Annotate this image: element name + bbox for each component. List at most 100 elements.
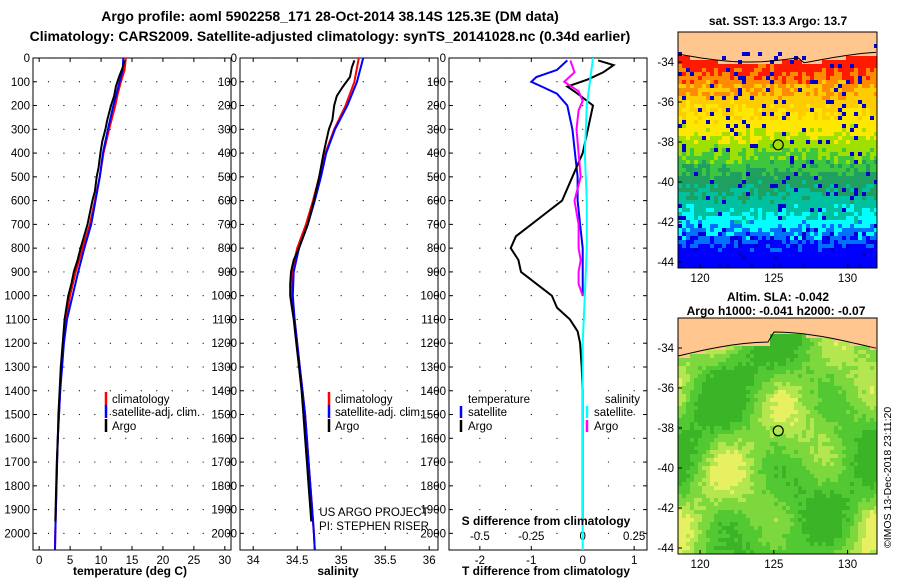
sst-cell: [754, 216, 758, 220]
sst-cell: [858, 100, 862, 104]
sst-cell: [842, 88, 846, 92]
sst-cell: [782, 80, 786, 84]
sla-cell: [706, 402, 710, 406]
sst-cell: [858, 240, 862, 244]
sst-cell: [770, 204, 774, 208]
sst-cell: [806, 232, 810, 236]
sst-cell: [742, 212, 746, 216]
grid-dot: [428, 176, 430, 178]
grid-dot: [274, 366, 276, 368]
sst-cell: [842, 180, 846, 184]
sst-cell: [718, 156, 722, 160]
sst-cell: [770, 68, 774, 72]
grid-dot: [171, 81, 173, 83]
sst-cell: [798, 264, 802, 268]
depth-tick-label: 1000: [211, 291, 237, 303]
sst-cell: [854, 60, 858, 64]
sst-cell: [738, 148, 742, 152]
sla-cell: [706, 354, 710, 358]
sla-cell: [754, 398, 758, 402]
sla-cell: [766, 354, 770, 358]
sla-cell: [678, 326, 682, 330]
grid-dot: [384, 271, 386, 273]
sla-cell: [874, 382, 877, 386]
sst-cell: [710, 180, 714, 184]
sla-cell: [678, 402, 682, 406]
sst-cell: [718, 124, 722, 128]
grid-dot: [125, 508, 127, 511]
sst-cell: [826, 80, 830, 84]
sst-cell: [698, 172, 702, 176]
grid-dot: [384, 295, 386, 297]
sla-cell: [842, 398, 846, 402]
sst-cell: [834, 104, 838, 108]
sst-cell: [842, 168, 846, 172]
sst-cell: [838, 32, 842, 36]
sst-cell: [678, 200, 682, 204]
sst-cell: [842, 148, 846, 152]
grid-dot: [125, 318, 127, 321]
sst-cell: [694, 60, 698, 64]
sla-cell: [762, 322, 766, 326]
grid-dot: [274, 295, 276, 297]
grid-dot: [504, 532, 507, 534]
sst-cell: [866, 80, 870, 84]
sst-cell: [770, 60, 774, 64]
sst-cell: [690, 200, 694, 204]
sla-cell: [754, 366, 758, 370]
sst-cell: [818, 88, 822, 92]
grid-dot: [556, 128, 558, 130]
grid-dot: [530, 508, 532, 511]
grid-dot: [428, 461, 430, 463]
grid-dot: [94, 223, 96, 225]
grid-dot: [33, 437, 34, 439]
sst-cell: [846, 152, 850, 156]
sst-cell: [846, 208, 850, 212]
sst-cell: [862, 164, 866, 168]
sst-cell: [854, 108, 858, 112]
sst-cell: [834, 84, 838, 88]
sst-cell: [750, 132, 754, 136]
sst-cell: [754, 252, 758, 256]
sst-cell: [822, 192, 826, 196]
sst-cell: [786, 96, 790, 100]
sst-cell: [786, 100, 790, 104]
sst-cell: [818, 92, 822, 96]
grid-dot: [530, 104, 532, 107]
sla-cell: [734, 330, 738, 334]
sst-cell: [682, 80, 686, 84]
sst-cell: [698, 104, 702, 108]
sst-cell: [786, 120, 790, 124]
sst-cell: [846, 104, 850, 108]
depth-tick-label: 900: [427, 267, 446, 279]
sla-cell: [806, 322, 810, 326]
sla-cell: [726, 350, 730, 354]
sst-cell: [714, 120, 718, 124]
sst-cell: [734, 96, 738, 100]
sst-cell: [694, 80, 698, 84]
sst-cell: [858, 84, 862, 88]
sst-cell: [870, 232, 874, 236]
sst-cell: [690, 208, 694, 212]
sst-cell: [682, 100, 686, 104]
sla-cell: [826, 366, 830, 370]
sla-cell: [790, 342, 794, 346]
sst-cell: [802, 104, 806, 108]
sla-cell: [726, 386, 730, 390]
sst-cell: [686, 212, 690, 216]
sla-cell: [734, 394, 738, 398]
sst-cell: [826, 248, 830, 252]
grid-dot: [406, 342, 408, 344]
sst-cell: [738, 236, 742, 240]
sst-cell: [778, 120, 782, 124]
sst-cell: [678, 196, 682, 200]
grid-dot: [140, 413, 142, 416]
sst-cell: [706, 152, 710, 156]
sst-cell: [742, 132, 746, 136]
sla-cell: [702, 350, 706, 354]
sst-cell: [850, 84, 854, 88]
sst-cell: [798, 68, 802, 72]
sst-cell: [850, 88, 854, 92]
grid-dot: [530, 413, 532, 416]
sla-cell: [794, 334, 798, 338]
